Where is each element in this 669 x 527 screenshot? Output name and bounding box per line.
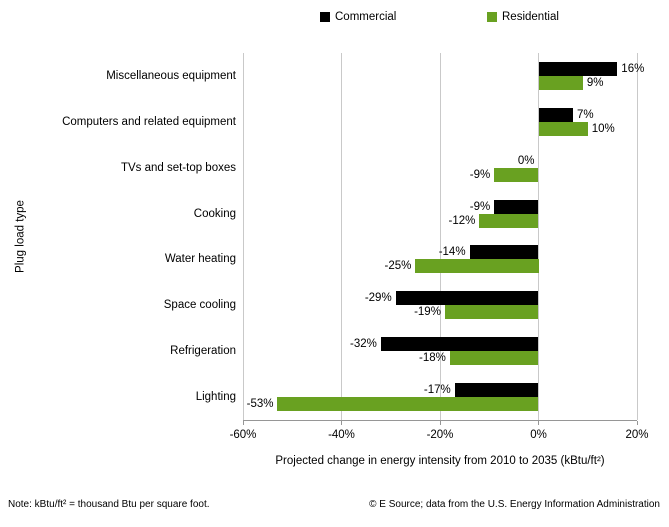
x-tick-label: -40% bbox=[328, 429, 355, 441]
category-label: Miscellaneous equipment bbox=[106, 69, 236, 82]
data-label-residential: -53% bbox=[246, 398, 274, 411]
legend-label-residential: Residential bbox=[502, 11, 559, 23]
bar-residential bbox=[449, 351, 539, 366]
data-label-commercial: -14% bbox=[438, 246, 466, 259]
plot-area: 16% 9% 7% 10% 0% -9% -9% -12% -14% -25% -29% -19% -3… bbox=[242, 53, 644, 425]
legend-label-commercial: Commercial bbox=[335, 11, 397, 23]
bar-residential bbox=[479, 213, 539, 228]
x-axis-title: Projected change in energy intensity fro… bbox=[275, 455, 605, 467]
x-tick-label: 20% bbox=[625, 429, 649, 441]
category-label: Computers and related equipment bbox=[62, 115, 236, 128]
data-label-residential: -9% bbox=[469, 168, 491, 181]
x-tick-label: -60% bbox=[229, 429, 257, 441]
bar-commercial bbox=[494, 199, 539, 214]
data-label-commercial: -32% bbox=[350, 338, 377, 351]
gridline bbox=[242, 53, 244, 420]
bar-commercial bbox=[538, 107, 573, 122]
data-label-residential: -25% bbox=[384, 260, 412, 273]
bar-commercial bbox=[454, 383, 539, 398]
bar-commercial bbox=[538, 61, 618, 76]
commercial-swatch-icon bbox=[320, 12, 330, 22]
bar-residential bbox=[415, 259, 539, 274]
data-label-residential: -12% bbox=[448, 214, 476, 227]
axis-tick-mark bbox=[439, 421, 441, 425]
data-label-commercial: -17% bbox=[423, 384, 451, 397]
x-tick-label: 0% bbox=[530, 429, 547, 441]
data-label-commercial: -29% bbox=[364, 292, 392, 305]
legend-item-residential: Residential bbox=[487, 9, 559, 25]
residential-swatch-icon bbox=[487, 12, 497, 22]
data-label-residential: 9% bbox=[586, 76, 604, 89]
bar-residential bbox=[538, 75, 583, 90]
bar-residential bbox=[494, 167, 539, 182]
gridline bbox=[538, 53, 539, 420]
axis-tick-mark bbox=[341, 421, 342, 425]
bar-commercial bbox=[395, 291, 539, 306]
gridline bbox=[636, 53, 638, 420]
footnote-source-credit: © E Source; data from the U.S. Energy In… bbox=[369, 499, 660, 510]
bar-residential bbox=[444, 305, 539, 320]
gridline bbox=[341, 53, 342, 420]
data-label-commercial: 7% bbox=[576, 108, 594, 121]
axis-tick-mark bbox=[538, 421, 539, 425]
data-label-commercial: -9% bbox=[469, 200, 491, 213]
bar-residential bbox=[538, 121, 588, 136]
x-tick-label: -20% bbox=[426, 429, 454, 441]
category-label: Lighting bbox=[195, 391, 236, 404]
data-label-commercial: 16% bbox=[621, 62, 645, 75]
category-label: Space cooling bbox=[163, 299, 236, 312]
data-label-residential: 10% bbox=[591, 122, 615, 135]
footnote-unit-definition: Note: kBtu/ft² = thousand Btu per square… bbox=[8, 499, 210, 510]
axis-tick-mark bbox=[636, 421, 638, 425]
data-label-commercial: 0% bbox=[517, 154, 535, 167]
category-label: Water heating bbox=[164, 253, 236, 266]
data-label-residential: -18% bbox=[419, 352, 446, 365]
bar-commercial bbox=[469, 245, 539, 260]
axis-tick-mark bbox=[242, 421, 244, 425]
category-label: TVs and set-top boxes bbox=[120, 161, 236, 174]
bar-residential bbox=[277, 397, 539, 412]
legend-item-commercial: Commercial bbox=[320, 9, 396, 25]
category-label: Refrigeration bbox=[170, 345, 236, 358]
bar-commercial bbox=[380, 337, 539, 352]
category-label: Cooking bbox=[193, 207, 236, 220]
data-label-residential: -19% bbox=[414, 306, 441, 319]
gridline bbox=[439, 53, 441, 420]
